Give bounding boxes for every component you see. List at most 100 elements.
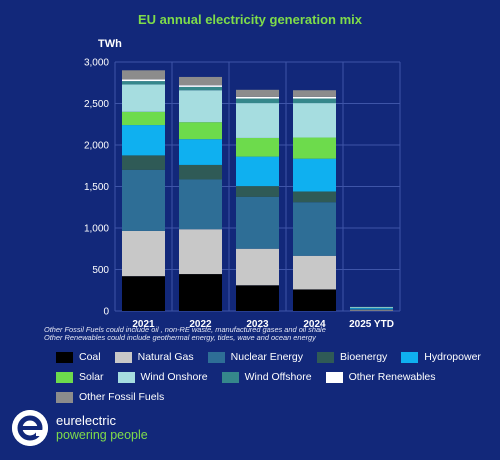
x-tick-label: 2022 (189, 319, 212, 330)
legend-swatch (207, 351, 225, 363)
legend-item: Other Fossil Fuels (56, 390, 164, 404)
bar-segment (122, 111, 165, 126)
bar-segment (179, 179, 222, 230)
legend-item: Solar (56, 370, 104, 384)
bar-segment (122, 125, 165, 156)
y-tick-label: 1,500 (84, 182, 109, 193)
legend-swatch (56, 371, 73, 383)
bar-segment (122, 155, 165, 170)
legend-label: Nuclear Energy (230, 351, 304, 363)
e-logo-icon (12, 410, 48, 446)
bars (122, 70, 393, 311)
legend-label: Other Renewables (348, 371, 436, 383)
legend: Coal Natural Gas Nuclear Energy Bioenergy Hy… (56, 350, 496, 404)
legend-swatch (317, 351, 335, 363)
y-tick-label: 2,000 (84, 141, 109, 152)
brand-name: eurelectric (56, 413, 116, 428)
x-tick-label: 2025 YTD (349, 319, 394, 330)
legend-swatch (221, 371, 239, 383)
bar-segment (179, 229, 222, 275)
bar-segment (179, 164, 222, 180)
x-tick-label: 2024 (303, 319, 326, 330)
legend-item: Coal (56, 350, 101, 364)
legend-label: Natural Gas (137, 351, 194, 363)
bar-segment (293, 103, 336, 138)
brand-tagline: powering people (56, 428, 148, 442)
bar-segment (293, 158, 336, 192)
legend-item: Wind Onshore (117, 370, 208, 384)
bar-segment (236, 96, 279, 99)
legend-label: Wind Onshore (140, 371, 208, 383)
legend-label: Coal (79, 351, 101, 363)
legend-swatch (117, 371, 135, 383)
legend-label: Bioenergy (340, 351, 388, 363)
y-tick-label: 3,000 (84, 58, 109, 69)
bar-segment (179, 85, 222, 87)
bar-segment (293, 98, 336, 104)
bar-segment (179, 86, 222, 91)
bar-segment (236, 103, 279, 138)
bar-segment (122, 276, 165, 311)
bar-segment (350, 307, 393, 308)
legend-swatch (56, 391, 73, 403)
bar-segment (122, 230, 165, 277)
legend-item: Other Renewables (325, 370, 436, 384)
bar-segment (293, 255, 336, 290)
bar-segment (179, 122, 222, 140)
bar-segment (236, 137, 279, 157)
legend-swatch (401, 351, 419, 363)
y-axis-unit-label: TWh (98, 38, 122, 50)
bar-segment (350, 308, 393, 310)
x-axis-labels: 2021 2022 2023 2024 2025 YTD (132, 319, 394, 330)
brand-block: eurelectric powering people (12, 410, 148, 446)
bar-segment (179, 139, 222, 165)
bar-segment (236, 156, 279, 187)
bar-segment (122, 169, 165, 231)
legend-label: Hydropower (424, 351, 481, 363)
bar-segment (293, 96, 336, 99)
legend-swatch (56, 351, 73, 363)
bar-segment (293, 90, 336, 97)
legend-item: Hydropower (401, 350, 481, 364)
legend-label: Wind Offshore (244, 371, 312, 383)
bar-segment (350, 308, 393, 309)
bar-segment (236, 196, 279, 249)
legend-label: Other Fossil Fuels (79, 391, 165, 403)
bar-segment (293, 137, 336, 159)
legend-item: Natural Gas (114, 350, 194, 364)
bar-segment (236, 285, 279, 311)
legend-swatch (325, 371, 343, 383)
y-axis-ticks: 0 500 1,000 1,500 2,000 2,500 3,000 (84, 58, 109, 318)
legend-swatch (114, 351, 132, 363)
bar-segment (122, 79, 165, 82)
x-tick-label: 2021 (132, 319, 155, 330)
bar-segment (179, 274, 222, 311)
bar-segment (350, 309, 393, 311)
y-tick-label: 1,000 (84, 224, 109, 235)
bar-segment (122, 84, 165, 112)
legend-item: Bioenergy (317, 350, 387, 364)
x-tick-label: 2023 (246, 319, 269, 330)
bar-segment (179, 90, 222, 123)
chart-title: EU annual electricity generation mix (138, 12, 362, 27)
bar-segment (236, 186, 279, 197)
bar-segment (236, 248, 279, 286)
footnotes: Other Fossil Fuels could include oil , n… (44, 326, 494, 342)
footnote-other-fossil: Other Fossil Fuels could include oil , n… (44, 325, 326, 334)
bar-segment (293, 191, 336, 203)
bar-segment (179, 76, 222, 86)
legend-item: Nuclear Energy (207, 350, 304, 364)
legend-label: Solar (79, 371, 104, 383)
footnote-other-renewables: Other Renewables could include geotherma… (44, 333, 316, 342)
bar-segment (293, 289, 336, 311)
eurelectric-logo (12, 410, 48, 446)
y-tick-label: 0 (103, 307, 109, 318)
y-tick-label: 500 (92, 265, 109, 276)
bar-segment (236, 89, 279, 97)
bar-segment (122, 81, 165, 85)
bar-segment (236, 98, 279, 104)
legend-item: Wind Offshore (221, 370, 312, 384)
y-tick-label: 2,500 (84, 99, 109, 110)
bar-segment (122, 70, 165, 80)
